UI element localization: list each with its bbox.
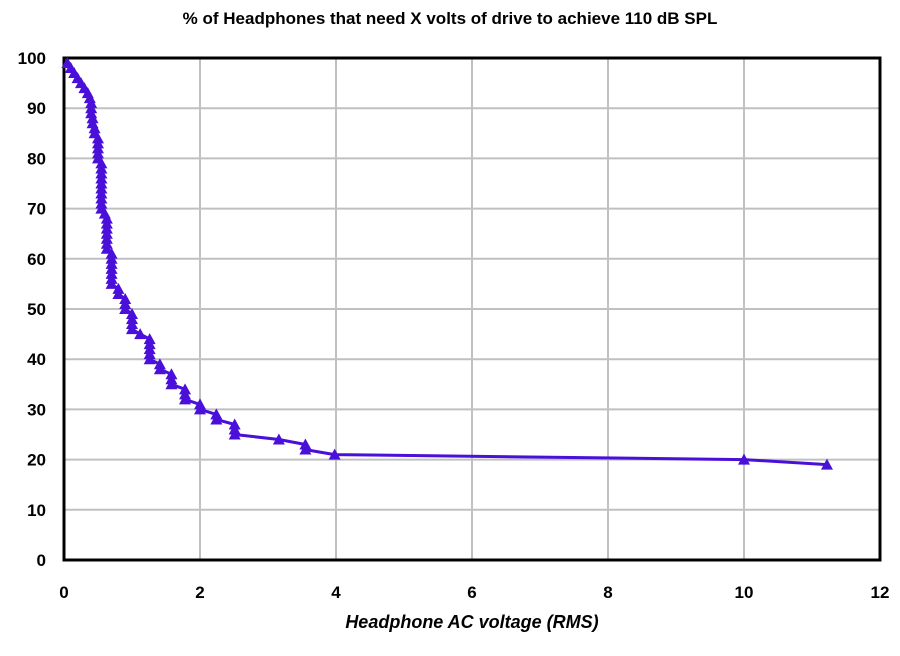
x-tick-label: 12: [871, 583, 890, 602]
x-tick-label: 2: [195, 583, 204, 602]
y-tick-label: 30: [27, 400, 46, 419]
y-tick-label: 20: [27, 451, 46, 470]
chart-title: % of Headphones that need X volts of dri…: [182, 9, 718, 28]
series-line: [66, 62, 828, 467]
data-point-marker: [820, 458, 833, 470]
x-tick-label: 0: [59, 583, 68, 602]
data-point-marker: [134, 328, 147, 340]
data-point-marker: [272, 433, 285, 445]
x-axis-label: Headphone AC voltage (RMS): [345, 612, 599, 632]
data-point-marker: [105, 277, 118, 289]
y-tick-label: 60: [27, 250, 46, 269]
y-tick-label: 40: [27, 350, 46, 369]
tick-labels: 0 2 4 6 8 10 12 0 10 20 30 40 50 60 70 80 90 100: [18, 49, 890, 602]
y-tick-label: 0: [37, 551, 46, 570]
y-tick-label: 100: [18, 49, 46, 68]
x-tick-label: 6: [467, 583, 476, 602]
data-point-marker: [119, 303, 132, 314]
data-point-marker: [738, 453, 750, 465]
y-tick-label: 70: [27, 200, 46, 219]
grid-lines: [63, 57, 881, 561]
y-tick-label: 10: [27, 501, 46, 520]
data-point-marker: [165, 378, 178, 390]
y-tick-label: 90: [27, 99, 46, 118]
x-tick-label: 10: [735, 583, 754, 602]
data-point-marker: [143, 353, 156, 365]
data-point-marker: [112, 287, 125, 299]
y-tick-label: 50: [27, 300, 46, 319]
data-point-marker: [126, 323, 138, 335]
series-0: [61, 57, 833, 470]
plot-frame: [62, 56, 882, 562]
y-tick-label: 80: [27, 149, 46, 168]
data-point-marker: [194, 403, 206, 415]
x-tick-label: 4: [331, 583, 341, 602]
data-point-marker: [210, 413, 223, 425]
x-tick-label: 8: [603, 583, 612, 602]
data-point-marker: [228, 428, 241, 440]
data-point-marker: [299, 443, 312, 455]
data-point-marker: [328, 448, 341, 460]
data-point-marker: [179, 393, 192, 405]
data-point-marker: [153, 363, 166, 375]
